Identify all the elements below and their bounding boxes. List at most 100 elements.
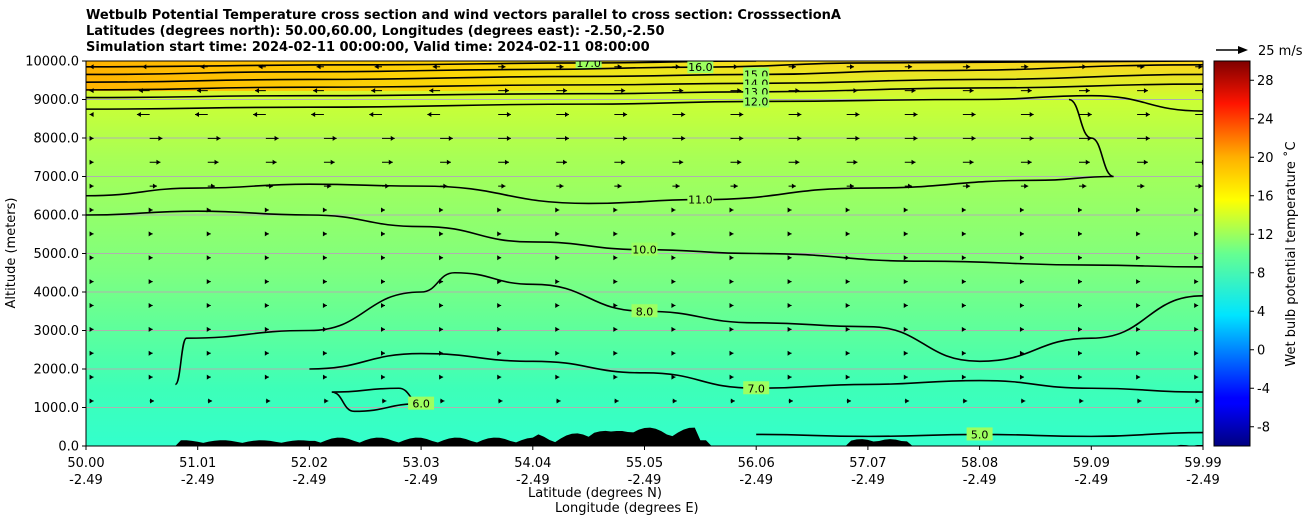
wind-vector-head [733, 183, 738, 189]
contour-line [86, 83, 1203, 99]
wind-vector-head [89, 64, 94, 70]
contour-label: 6.0 [412, 398, 430, 411]
wind-vector-head [264, 279, 269, 285]
quiver-key-label: 25 m/s [1258, 44, 1303, 59]
contour-label-bg [631, 242, 658, 256]
wind-vector-head [322, 302, 327, 308]
wind-vector-head [903, 350, 908, 356]
x-axis: 50.00 -2.49 51.01 -2.49 52.02 -2.49 53.03 -2.49… [67, 446, 1222, 488]
wind-vector-head [855, 135, 860, 141]
wind-vector-head [613, 279, 618, 285]
x-tick-label-lat: 57.07 [849, 456, 886, 471]
wind-vector-head [559, 64, 564, 70]
wind-vector-head [439, 326, 444, 332]
wind-vector-head [388, 159, 393, 165]
wind-vector-head [555, 207, 560, 213]
wind-vector-head [89, 88, 94, 94]
wind-vector-head [316, 64, 321, 70]
wind-vector-head [911, 88, 916, 94]
wind-vector-head [845, 302, 850, 308]
wind-vector-head [672, 398, 677, 404]
wind-vector-head [206, 350, 211, 356]
wind-vector-head [1079, 398, 1084, 404]
wind-vector-head [1019, 279, 1024, 285]
wind-vector-head [332, 135, 337, 141]
colorbar-label: Wet bulb potential temperature ˚C [1283, 141, 1299, 366]
y-tick-label: 7000.0 [34, 170, 80, 185]
colorbar-tick-label: -4 [1257, 382, 1270, 397]
wind-vector-head [382, 398, 387, 404]
wind-vector-head [148, 350, 153, 356]
wind-vector-head [443, 183, 448, 189]
colorbar-tick-label: 24 [1257, 112, 1274, 127]
wind-vector-head [505, 88, 510, 94]
wind-vector-head [905, 398, 910, 404]
wind-vector-head [1078, 231, 1083, 237]
wind-vector-head [845, 279, 850, 285]
wind-vector-head [903, 207, 908, 213]
wind-vector-head [497, 350, 502, 356]
wind-vector-head [89, 255, 94, 261]
wind-vector-head [845, 255, 850, 261]
wind-vector-head [1021, 398, 1026, 404]
wind-vector-head [206, 326, 211, 332]
wind-vector-head [390, 135, 395, 141]
wind-vector-head [613, 207, 618, 213]
wind-vector-head [908, 64, 913, 70]
wind-vector-head [621, 159, 626, 165]
wind-vector-head [1019, 302, 1024, 308]
wind-vector-head [506, 135, 511, 141]
wind-vector-head [208, 398, 213, 404]
wind-vector-head [556, 398, 561, 404]
wind-vector-head [961, 374, 966, 380]
wind-vector-head [1136, 231, 1141, 237]
wind-vector-head [555, 231, 560, 237]
wind-vector-head [563, 159, 568, 165]
wind-vector-head [1194, 279, 1199, 285]
wind-vector-head [136, 112, 141, 118]
wind-vector-head [439, 374, 444, 380]
wind-vector-head [1024, 64, 1029, 70]
wind-vector-head [497, 231, 502, 237]
wind-vector-head [565, 112, 570, 118]
contour-line [86, 64, 1203, 83]
contour-label: 17.0 [576, 57, 601, 70]
wind-vector-head [795, 88, 800, 94]
contours: 17.0 16.015.014.013.012.011.010.08.07.06.… [86, 57, 1203, 441]
wind-vector-head [671, 350, 676, 356]
wind-vector-head [374, 64, 379, 70]
wind-vector-head [89, 183, 94, 189]
wind-vector-head [1029, 112, 1034, 118]
wind-vector-head [381, 326, 386, 332]
wind-vector-head [555, 326, 560, 332]
wind-vector-head [1027, 88, 1032, 94]
wind-vector-head [266, 398, 271, 404]
wind-vector-head [1136, 302, 1141, 308]
wind-vector-head [206, 207, 211, 213]
wind-vector-head [1194, 255, 1199, 261]
y-tick-label: 6000.0 [34, 209, 80, 224]
wind-vector-head [371, 88, 376, 94]
wind-vector-head [1019, 255, 1024, 261]
wind-vector-head [614, 398, 619, 404]
wind-vector-head [148, 326, 153, 332]
wind-vector-head [729, 279, 734, 285]
wind-vector-head [559, 183, 564, 189]
x-tick-label-lat: 52.02 [291, 456, 328, 471]
contour-label-bg [631, 304, 658, 318]
wind-vector-head [903, 326, 908, 332]
wind-vector-head [961, 326, 966, 332]
wind-vector-head [555, 255, 560, 261]
wind-vector-head [739, 112, 744, 118]
y-tick-label: 10000.0 [25, 55, 79, 70]
contour-line [86, 210, 1203, 268]
wind-vector-head [729, 255, 734, 261]
wind-vector-head [89, 231, 94, 237]
wind-vector-head [903, 279, 908, 285]
contour-label: 8.0 [636, 305, 654, 318]
wind-vector-head [623, 112, 628, 118]
y-tick-label: 4000.0 [34, 286, 80, 301]
wind-vector-head [730, 398, 735, 404]
x-tick-label-lat: 55.05 [626, 456, 663, 471]
wind-vector-head [89, 135, 94, 141]
